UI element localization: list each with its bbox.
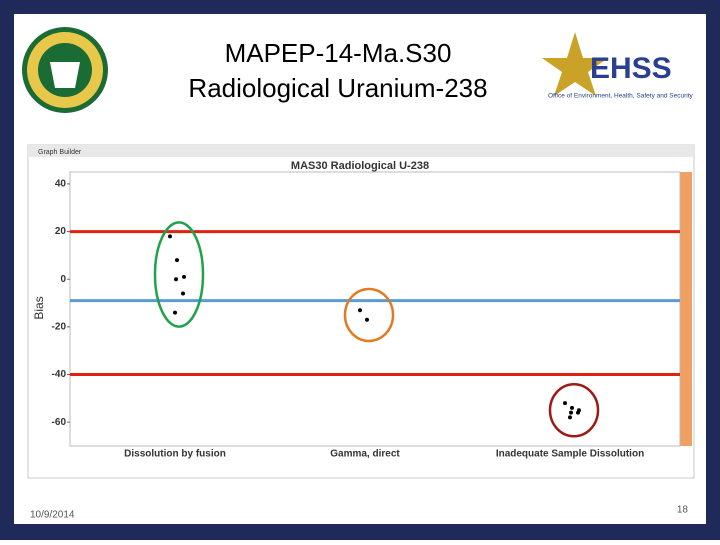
y-tick-label: -40 (52, 369, 67, 380)
point (175, 258, 179, 263)
y-tick-label: 40 (55, 179, 67, 190)
point (181, 291, 185, 296)
y-axis-label: Bias (32, 296, 46, 319)
point (358, 308, 362, 313)
point (173, 310, 177, 315)
group-circle (153, 221, 205, 328)
point (174, 277, 178, 282)
logo-subtext: Office of Environment, Health, Safety an… (548, 93, 694, 100)
point (168, 234, 172, 239)
group-circle (548, 383, 600, 438)
y-tick-label: 0 (60, 274, 66, 285)
point (569, 410, 573, 415)
point (570, 405, 574, 410)
ehss-logo: EHSS Office of Environment, Health, Safe… (542, 32, 694, 100)
chart-title: MAS30 Radiological U-238 (291, 160, 429, 172)
side-bar (680, 172, 692, 446)
x-tick-label: Dissolution by fusion (124, 449, 226, 460)
y-tick-label: -20 (52, 322, 67, 333)
y-tick-label: -60 (52, 417, 67, 428)
slide-number: 18 (677, 505, 689, 516)
plot-area (69, 171, 681, 447)
slide-title: MAPEP-14-Ma.S30 (225, 38, 452, 68)
window-title: Graph Builder (38, 149, 82, 156)
slide-title: Radiological Uranium-238 (188, 73, 487, 103)
window-bar (28, 145, 694, 157)
x-tick-label: Gamma, direct (330, 449, 400, 460)
point (182, 274, 186, 279)
point (563, 401, 567, 406)
point (576, 410, 580, 415)
point (365, 317, 369, 322)
slide-date: 10/9/2014 (30, 510, 75, 521)
point (568, 415, 572, 420)
chart: MAS30 Radiological U-238 Bias 40 20 0 -20 -4… (32, 160, 681, 460)
group-circle (343, 287, 395, 343)
x-tick-label: Inadequate Sample Dissolution (496, 449, 644, 460)
logo-text: EHSS (590, 52, 672, 85)
doe-seal (22, 27, 108, 113)
y-tick-label: 20 (55, 226, 67, 237)
